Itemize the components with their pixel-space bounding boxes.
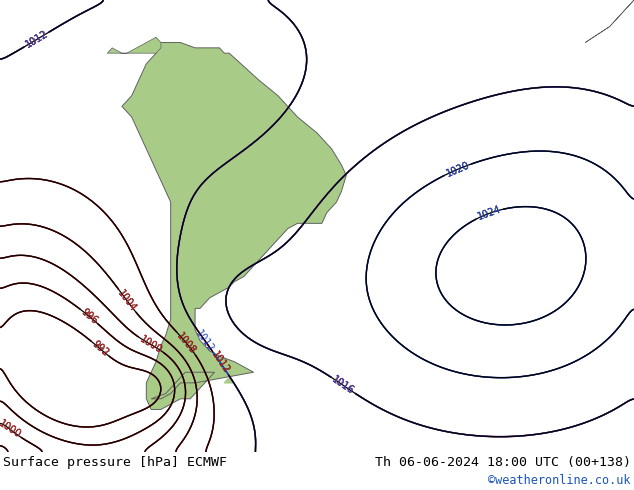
Text: 1024: 1024: [476, 204, 503, 222]
Text: 1016: 1016: [330, 374, 356, 396]
Text: 1012: 1012: [194, 328, 216, 354]
Text: 1012: 1012: [209, 350, 231, 376]
Text: Th 06-06-2024 18:00 UTC (00+138): Th 06-06-2024 18:00 UTC (00+138): [375, 456, 631, 469]
Polygon shape: [107, 37, 161, 53]
Polygon shape: [585, 0, 634, 43]
Text: 1024: 1024: [476, 204, 503, 222]
Polygon shape: [122, 43, 346, 410]
Text: 1012: 1012: [209, 350, 231, 376]
Text: 996: 996: [79, 307, 100, 326]
Text: 1020: 1020: [444, 160, 471, 179]
Text: 1004: 1004: [116, 288, 138, 314]
Text: 1012: 1012: [23, 29, 49, 50]
Text: Surface pressure [hPa] ECMWF: Surface pressure [hPa] ECMWF: [3, 456, 227, 469]
Text: ©weatheronline.co.uk: ©weatheronline.co.uk: [489, 474, 631, 487]
Text: 1000: 1000: [0, 418, 23, 440]
Text: 1016: 1016: [330, 374, 356, 396]
Text: 996: 996: [79, 307, 100, 326]
Text: 1012: 1012: [23, 29, 49, 50]
Text: 1012: 1012: [23, 29, 49, 50]
Text: 1000: 1000: [138, 334, 164, 355]
Text: 1008: 1008: [175, 331, 198, 356]
Text: 1000: 1000: [138, 334, 164, 355]
Text: 992: 992: [90, 339, 110, 359]
Text: 1008: 1008: [175, 331, 198, 356]
Polygon shape: [224, 378, 234, 383]
Text: 1004: 1004: [116, 288, 138, 314]
Text: 992: 992: [90, 339, 110, 359]
Text: 1000: 1000: [0, 418, 23, 440]
Text: 1016: 1016: [330, 374, 356, 396]
Text: 1020: 1020: [444, 160, 471, 179]
